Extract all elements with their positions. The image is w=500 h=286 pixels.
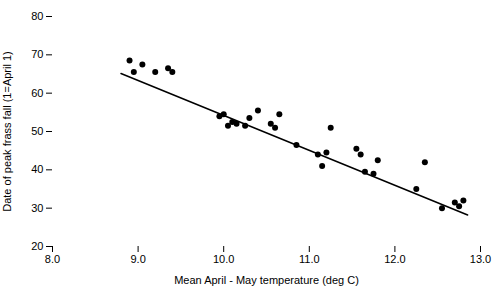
svg-text:Mean April - May temperature (: Mean April - May temperature (deg C) — [174, 274, 359, 286]
svg-text:12.0: 12.0 — [384, 253, 405, 265]
svg-text:20: 20 — [31, 240, 43, 252]
svg-text:Date of peak frass fall (1=Apr: Date of peak frass fall (1=April 1) — [1, 51, 13, 212]
svg-text:80: 80 — [31, 10, 43, 22]
svg-text:8.0: 8.0 — [45, 253, 60, 265]
svg-text:60: 60 — [31, 87, 43, 99]
svg-text:50: 50 — [31, 125, 43, 137]
svg-text:13.0: 13.0 — [470, 253, 491, 265]
svg-text:40: 40 — [31, 163, 43, 175]
svg-text:9.0: 9.0 — [130, 253, 145, 265]
svg-text:70: 70 — [31, 48, 43, 60]
svg-text:11.0: 11.0 — [299, 253, 320, 265]
svg-text:10.0: 10.0 — [213, 253, 234, 265]
svg-text:30: 30 — [31, 202, 43, 214]
